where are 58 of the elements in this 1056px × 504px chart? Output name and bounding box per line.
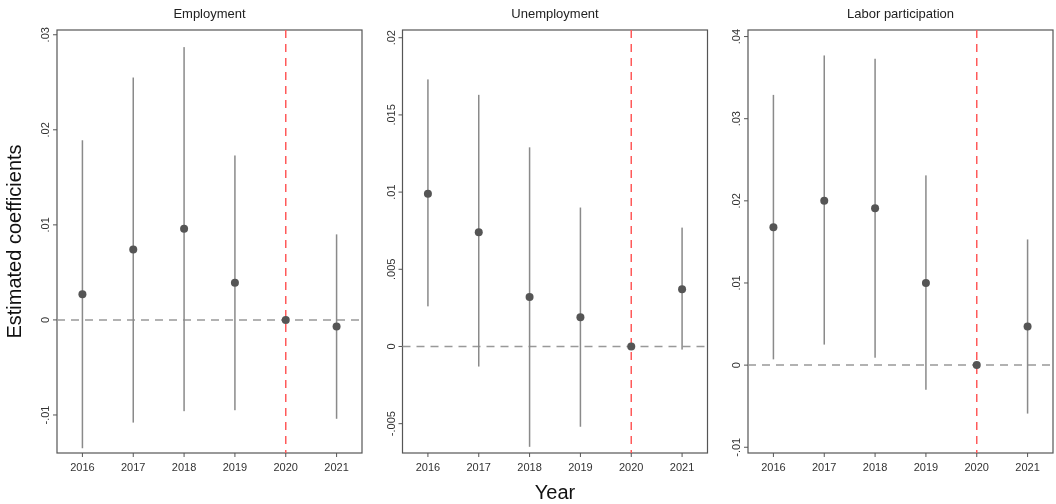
y-tick-label: .03: [730, 111, 742, 127]
x-tick-label: 2021: [1015, 461, 1040, 473]
x-tick-label: 2020: [273, 461, 298, 473]
y-tick-label: 0: [384, 343, 397, 350]
y-tick-label: .04: [730, 28, 742, 45]
x-tick-label: 2018: [862, 461, 888, 473]
point: [230, 278, 239, 287]
point: [627, 342, 636, 351]
x-tick-label: 2018: [171, 461, 197, 473]
point: [769, 223, 778, 232]
point: [180, 224, 189, 233]
y-tick-label: .03: [39, 27, 51, 43]
chart-title: Unemployment: [511, 6, 600, 21]
x-tick-label: 2016: [70, 461, 95, 473]
x-tick-label: 2020: [964, 461, 989, 473]
y-tick-label: .01: [730, 275, 742, 291]
y-axis-title: Estimated coefficients: [3, 144, 25, 339]
x-tick-label: 2021: [669, 461, 695, 473]
y-tick-label: -.01: [730, 437, 742, 457]
point: [78, 290, 87, 299]
point: [423, 189, 432, 198]
y-tick-label: .02: [384, 30, 397, 46]
point: [678, 285, 687, 294]
y-tick-label: 0: [39, 316, 51, 323]
point: [576, 313, 585, 322]
y-tick-label: 0: [730, 362, 742, 369]
point: [474, 228, 483, 237]
point: [281, 315, 290, 324]
point: [1023, 322, 1032, 331]
point: [921, 278, 930, 287]
x-tick-label: 2020: [619, 461, 644, 473]
chart-title: Labor participation: [847, 6, 954, 21]
x-tick-label: 2019: [568, 461, 593, 473]
y-tick-label: .01: [384, 184, 397, 200]
point: [972, 361, 981, 370]
x-tick-label: 2019: [222, 461, 248, 473]
x-tick-label: 2018: [517, 461, 542, 473]
y-tick-label: .015: [384, 104, 397, 126]
x-axis-title: Year: [534, 481, 576, 503]
chart-title: Employment: [173, 6, 247, 21]
x-tick-label: 2016: [761, 461, 786, 473]
y-tick-label: .02: [39, 122, 51, 138]
x-tick-label: 2017: [466, 461, 491, 473]
x-tick-label: 2021: [324, 461, 349, 473]
x-tick-label: 2017: [121, 461, 146, 473]
point: [871, 204, 880, 213]
point: [129, 245, 138, 254]
point: [332, 322, 341, 331]
point: [820, 196, 829, 205]
y-tick-label: .01: [39, 217, 51, 233]
point: [525, 293, 534, 302]
y-tick-label: .005: [384, 258, 397, 280]
x-tick-label: 2016: [415, 461, 441, 473]
y-tick-label: -.01: [39, 405, 51, 425]
y-tick-label: .02: [730, 193, 742, 209]
x-tick-label: 2019: [913, 461, 939, 473]
y-tick-label: -.005: [384, 411, 397, 437]
x-tick-label: 2017: [812, 461, 837, 473]
